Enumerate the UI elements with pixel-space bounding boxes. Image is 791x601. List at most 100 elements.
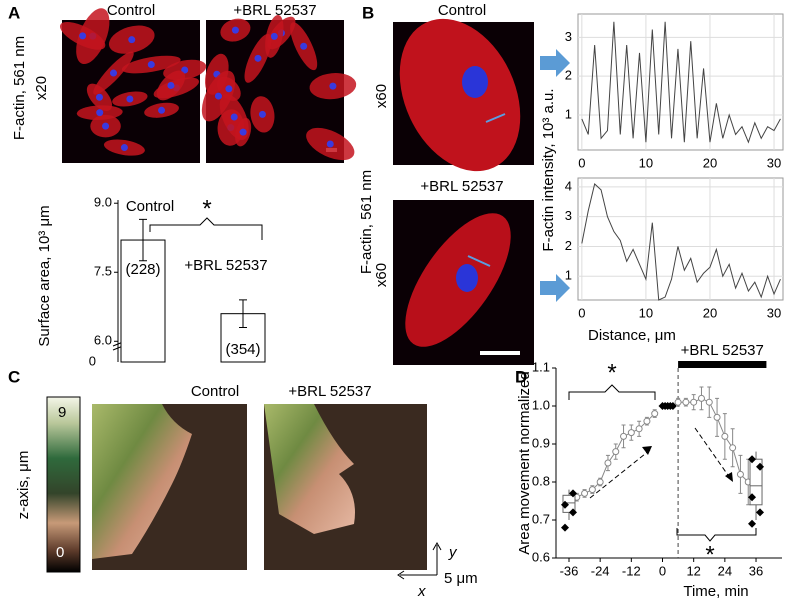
y-axis-label: F-actin intensity, 10³ a.u. — [540, 88, 557, 251]
nucleus — [329, 82, 337, 90]
image-title: Control — [438, 2, 486, 19]
magnification: x20 — [33, 76, 50, 100]
nucleus — [126, 95, 134, 103]
box-point — [560, 523, 569, 532]
x-tick-label: -36 — [560, 563, 579, 578]
panel-label: A — [8, 3, 20, 22]
point — [620, 432, 628, 440]
box-point — [748, 493, 757, 502]
category-label: +BRL 52537 — [184, 257, 267, 274]
x-tick-label: 10 — [639, 305, 653, 320]
colorbar-label: z-axis, μm — [15, 451, 32, 520]
x-tick-label: -24 — [591, 563, 610, 578]
x-tick-label: 0 — [578, 305, 585, 320]
significance-bracket — [676, 528, 757, 542]
colorbar — [46, 396, 81, 573]
image-title: Control — [107, 2, 155, 19]
y-tick-label: 1.0 — [532, 397, 550, 412]
point — [643, 417, 651, 425]
y-tick-label: 2 — [565, 68, 572, 83]
image-title: +BRL 52537 — [233, 2, 316, 19]
point — [581, 489, 589, 497]
x-tick-label: 24 — [718, 563, 732, 578]
n-label: (228) — [125, 261, 160, 278]
image-title: Control — [191, 383, 239, 400]
trend-arrow — [725, 472, 733, 482]
x-tick-label: 0 — [578, 155, 585, 170]
y-tick-label: 4 — [565, 178, 572, 193]
x-tick-label: 0 — [659, 563, 666, 578]
nucleus — [102, 122, 110, 130]
x-tick-label: 20 — [703, 305, 717, 320]
magnification: x60 — [373, 263, 390, 287]
box-point — [756, 508, 765, 517]
image-title: +BRL 52537 — [288, 383, 371, 400]
profile-line — [467, 255, 491, 267]
nucleus — [300, 42, 308, 50]
nucleus — [225, 85, 233, 93]
nucleus — [456, 264, 478, 292]
y-axis-label: Area movement normalized — [516, 371, 533, 554]
colorbar-tick: 0 — [56, 544, 64, 561]
series-line — [581, 21, 781, 144]
nucleus — [462, 66, 488, 98]
image-title: +BRL 52537 — [420, 178, 503, 195]
nucleus — [326, 140, 334, 148]
magnification: x60 — [373, 84, 390, 108]
x-tick-label: -12 — [622, 563, 641, 578]
point — [588, 486, 596, 494]
y-tick-label: 1 — [565, 268, 572, 283]
nucleus — [167, 81, 175, 89]
significance-bracket — [568, 384, 656, 400]
nucleus — [96, 109, 104, 117]
point — [736, 470, 744, 478]
nucleus — [158, 106, 166, 114]
box-point — [568, 508, 577, 517]
x-tick-label: 30 — [767, 305, 781, 320]
trend-arrow — [642, 446, 652, 455]
point — [721, 432, 729, 440]
nucleus — [254, 54, 262, 62]
point — [627, 429, 635, 437]
point — [668, 402, 677, 410]
nucleus — [128, 36, 136, 44]
error-bar — [239, 299, 247, 328]
nucleus — [214, 92, 222, 100]
y-tick-label: 0 — [89, 353, 96, 368]
point — [697, 394, 705, 402]
y-tick-label: 3 — [565, 29, 572, 44]
profile-line — [485, 113, 506, 123]
x-tick-label: 12 — [686, 563, 700, 578]
x-axis-label: Time, min — [683, 583, 748, 600]
nucleus — [79, 32, 87, 40]
point — [713, 413, 721, 421]
point — [682, 398, 690, 406]
point — [690, 398, 698, 406]
cell-surface — [264, 404, 355, 534]
image-label: F-actin, 561 nm — [11, 36, 28, 140]
x-tick-label: 30 — [767, 155, 781, 170]
point — [705, 398, 713, 406]
y-tick-label: 0.7 — [532, 511, 550, 526]
y-tick-label: 6.0 — [94, 333, 112, 348]
axis-label: y — [448, 544, 458, 561]
significance-bracket — [149, 217, 263, 240]
x-tick-label: 36 — [749, 563, 763, 578]
box-point — [748, 455, 757, 464]
nucleus — [95, 93, 103, 101]
trend-arrow — [694, 427, 731, 479]
arrow — [540, 49, 570, 77]
point — [604, 459, 612, 467]
y-tick-label: 3 — [565, 208, 572, 223]
x-axis-label: Distance, μm — [588, 327, 676, 344]
cell-surface — [92, 404, 192, 559]
x-tick-label: 10 — [639, 155, 653, 170]
nucleus — [230, 113, 238, 121]
nucleus — [231, 26, 239, 34]
y-tick-label: 0.6 — [532, 549, 550, 564]
plot-frame — [577, 177, 784, 301]
cell — [399, 18, 521, 172]
y-tick-label: 2 — [565, 238, 572, 253]
box-point — [560, 500, 569, 509]
